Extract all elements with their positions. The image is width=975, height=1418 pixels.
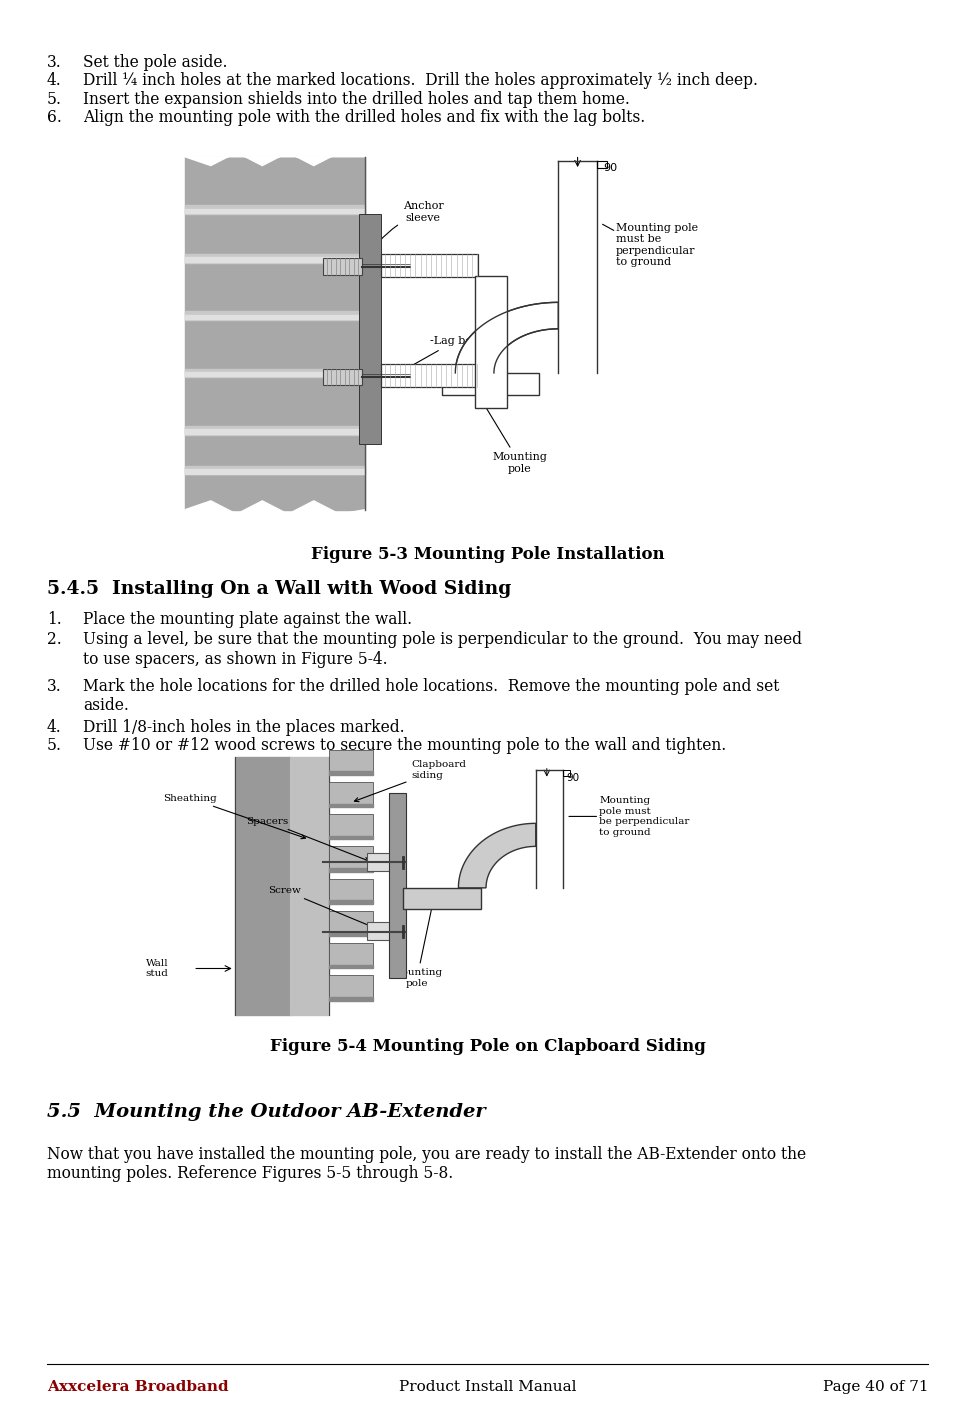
- Text: Drill ¼ inch holes at the marked locations.  Drill the holes approximately ½ inc: Drill ¼ inch holes at the marked locatio…: [83, 72, 758, 89]
- Text: Product Install Manual: Product Install Manual: [399, 1380, 576, 1394]
- Bar: [185, 311, 366, 320]
- Bar: [329, 750, 372, 774]
- Bar: [185, 465, 366, 475]
- Bar: [329, 976, 372, 1001]
- Text: 6.: 6.: [47, 109, 61, 126]
- Bar: [564, 770, 570, 776]
- Bar: [389, 794, 406, 978]
- Bar: [185, 254, 366, 262]
- Text: -Lag bolt: -Lag bolt: [393, 336, 480, 376]
- Text: Wall
stud: Wall stud: [146, 959, 169, 978]
- Text: Mounting
pole: Mounting pole: [391, 903, 443, 988]
- Bar: [185, 372, 366, 376]
- Text: Sheathing: Sheathing: [163, 794, 305, 839]
- Bar: [185, 430, 366, 434]
- Text: Mark the hole locations for the drilled hole locations.  Remove the mounting pol: Mark the hole locations for the drilled …: [83, 678, 779, 715]
- Text: Insert the expansion shields into the drilled holes and tap them home.: Insert the expansion shields into the dr…: [83, 91, 630, 108]
- Polygon shape: [185, 501, 366, 532]
- Text: Figure 5-3 Mounting Pole Installation: Figure 5-3 Mounting Pole Installation: [311, 546, 664, 563]
- Text: 1.: 1.: [47, 611, 61, 628]
- Bar: [329, 910, 372, 936]
- Bar: [597, 162, 606, 167]
- Text: Screw: Screw: [268, 886, 380, 930]
- Bar: [329, 835, 372, 839]
- Text: Use #10 or #12 wood screws to secure the mounting pole to the wall and tighten.: Use #10 or #12 wood screws to secure the…: [83, 737, 726, 754]
- Bar: [404, 888, 481, 909]
- Text: Place the mounting plate against the wall.: Place the mounting plate against the wal…: [83, 611, 412, 628]
- Text: Figure 5-4 Mounting Pole on Clapboard Siding: Figure 5-4 Mounting Pole on Clapboard Si…: [269, 1038, 706, 1055]
- Bar: [235, 757, 290, 1015]
- Bar: [368, 854, 392, 871]
- Text: Using a level, be sure that the mounting pole is perpendicular to the ground.  Y: Using a level, be sure that the mounting…: [83, 631, 801, 668]
- Text: 90: 90: [604, 163, 617, 173]
- Bar: [290, 757, 329, 1015]
- Bar: [185, 257, 366, 262]
- Text: 5.: 5.: [47, 737, 61, 754]
- Bar: [329, 847, 372, 872]
- Text: Mounting pole
must be
perpendicular
to ground: Mounting pole must be perpendicular to g…: [616, 223, 698, 268]
- Bar: [185, 208, 366, 213]
- Bar: [324, 369, 362, 386]
- Bar: [324, 258, 362, 275]
- Bar: [329, 900, 372, 905]
- Bar: [329, 964, 372, 968]
- Bar: [359, 214, 381, 444]
- Bar: [329, 868, 372, 872]
- Bar: [185, 369, 366, 377]
- Bar: [329, 814, 372, 839]
- Text: 2.: 2.: [47, 631, 61, 648]
- Text: Anchor
sleeve: Anchor sleeve: [364, 201, 444, 265]
- Bar: [185, 425, 366, 435]
- Text: Drill 1/8-inch holes in the places marked.: Drill 1/8-inch holes in the places marke…: [83, 719, 405, 736]
- Bar: [185, 206, 366, 214]
- Text: Set the pole aside.: Set the pole aside.: [83, 54, 227, 71]
- Bar: [185, 469, 366, 474]
- Polygon shape: [458, 824, 536, 888]
- Text: Clapboard
siding: Clapboard siding: [355, 760, 466, 801]
- Text: Now that you have installed the mounting pole, you are ready to install the AB-E: Now that you have installed the mounting…: [47, 1146, 806, 1183]
- Bar: [443, 373, 539, 396]
- Bar: [368, 923, 392, 940]
- Polygon shape: [455, 302, 559, 373]
- Text: 5.: 5.: [47, 91, 61, 108]
- Bar: [329, 879, 372, 905]
- Bar: [329, 933, 372, 936]
- Text: Align the mounting pole with the drilled holes and fix with the lag bolts.: Align the mounting pole with the drilled…: [83, 109, 645, 126]
- Text: Mounting
pole must
be perpendicular
to ground: Mounting pole must be perpendicular to g…: [600, 797, 689, 837]
- Bar: [329, 804, 372, 807]
- Bar: [185, 315, 366, 319]
- Text: 4.: 4.: [47, 72, 61, 89]
- Text: 5.5  Mounting the Outdoor AB-Extender: 5.5 Mounting the Outdoor AB-Extender: [47, 1103, 486, 1122]
- Text: Page 40 of 71: Page 40 of 71: [823, 1380, 928, 1394]
- Bar: [381, 364, 478, 387]
- Bar: [329, 943, 372, 968]
- Text: 4.: 4.: [47, 719, 61, 736]
- Text: Mounting
pole: Mounting pole: [483, 401, 547, 474]
- Text: Axxcelera Broadband: Axxcelera Broadband: [47, 1380, 228, 1394]
- Bar: [329, 771, 372, 774]
- Bar: [329, 781, 372, 807]
- Text: 5.4.5  Installing On a Wall with Wood Siding: 5.4.5 Installing On a Wall with Wood Sid…: [47, 580, 511, 598]
- Text: 3.: 3.: [47, 678, 61, 695]
- Bar: [185, 157, 366, 509]
- Bar: [475, 277, 507, 408]
- Bar: [381, 254, 478, 277]
- Text: Spacers: Spacers: [246, 817, 369, 862]
- Text: 90: 90: [566, 773, 579, 783]
- Text: 3.: 3.: [47, 54, 61, 71]
- Bar: [329, 997, 372, 1001]
- Polygon shape: [185, 152, 366, 166]
